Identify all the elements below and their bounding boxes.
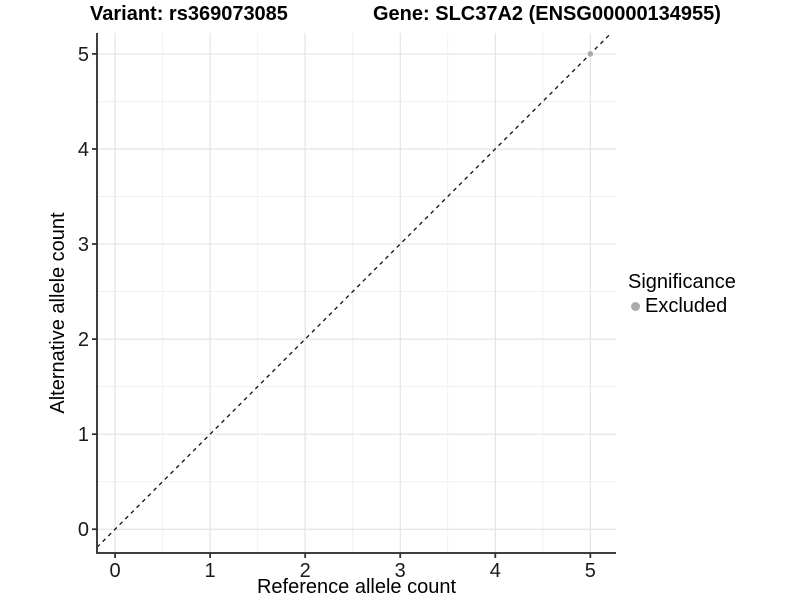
y-axis-title: Alternative allele count xyxy=(47,212,69,414)
y-tick-label: 4 xyxy=(78,139,89,161)
y-tick-label: 1 xyxy=(78,424,89,446)
y-tick-label: 5 xyxy=(78,44,89,66)
x-tick-label: 3 xyxy=(395,560,406,582)
legend-item-excluded: Excluded xyxy=(628,295,736,318)
x-tick-label: 4 xyxy=(490,560,501,582)
legend: Significance Excluded xyxy=(628,271,736,318)
legend-title: Significance xyxy=(628,271,736,293)
plot-panel xyxy=(97,33,616,553)
legend-item-label: Excluded xyxy=(645,295,728,317)
x-tick-label: 2 xyxy=(300,560,311,582)
data-point-excluded xyxy=(587,51,594,57)
plot-title-gene: Gene: SLC37A2 (ENSG00000134955) xyxy=(373,3,721,25)
x-tick-label: 0 xyxy=(109,560,120,582)
y-tick-label: 0 xyxy=(78,519,89,541)
y-tick-label: 3 xyxy=(78,234,89,256)
x-axis-title: Reference allele count xyxy=(256,576,456,598)
x-tick-label: 5 xyxy=(585,560,596,582)
identity-reference-line xyxy=(96,32,612,548)
excluded-point-icon xyxy=(631,302,640,311)
plot-title-variant: Variant: rs369073085 xyxy=(90,3,288,25)
x-tick-label: 1 xyxy=(205,560,216,582)
y-tick-label: 2 xyxy=(78,329,89,351)
